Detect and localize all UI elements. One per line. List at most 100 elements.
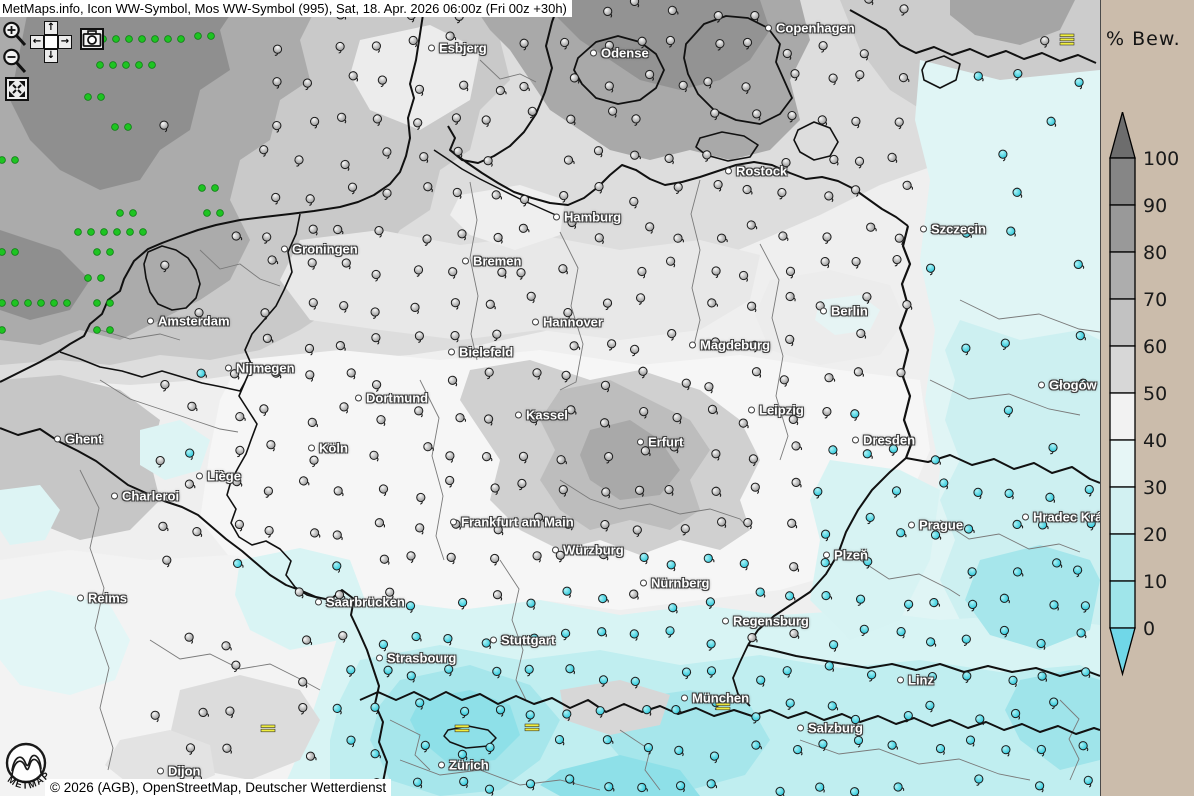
- weather-symbol: [490, 483, 500, 496]
- weather-map[interactable]: Esbjerg Odense Copenhagen Rostock Szczecin Ha…: [0, 0, 1100, 796]
- country-border: [143, 245, 201, 311]
- zoom-in-button[interactable]: [2, 20, 28, 48]
- weather-symbol: [930, 455, 941, 465]
- weather-symbol: [385, 587, 395, 599]
- shading-region: [0, 230, 90, 320]
- fog-icon: [260, 728, 276, 733]
- weather-symbol: [716, 517, 727, 529]
- weather-symbol: [1046, 116, 1057, 128]
- weather-symbol: [775, 786, 785, 796]
- drizzle-dot: [100, 228, 108, 236]
- weather-symbol: [600, 519, 610, 532]
- weather-symbol: [893, 782, 905, 792]
- weather-symbol: [419, 152, 429, 164]
- country-border: [0, 427, 331, 601]
- screenshot-button[interactable]: [80, 28, 104, 50]
- fog-icon: [454, 728, 470, 733]
- weather-symbol: [294, 587, 304, 599]
- weather-symbol: [259, 145, 269, 157]
- weather-symbol: [710, 108, 720, 121]
- weather-symbol: [1012, 187, 1023, 198]
- weather-symbol: [706, 779, 718, 789]
- weather-symbol: [302, 635, 313, 646]
- weather-symbol: [231, 231, 243, 241]
- drizzle-dot: [24, 299, 32, 307]
- drizzle-dot: [148, 61, 156, 69]
- weather-symbol: [160, 380, 170, 392]
- weather-symbol: [629, 629, 639, 641]
- weather-symbol: [532, 368, 542, 380]
- weather-symbol: [196, 368, 207, 378]
- weather-symbol: [713, 180, 723, 192]
- weather-symbol: [706, 666, 717, 678]
- weather-symbol: [961, 343, 971, 356]
- pan-down-button[interactable]: ↓: [44, 49, 58, 63]
- legend-unit-label: % Bew.: [1106, 28, 1181, 50]
- weather-symbol: [680, 524, 690, 536]
- drizzle-dot: [126, 228, 134, 236]
- weather-symbol: [340, 159, 350, 171]
- country-border: [921, 55, 961, 89]
- weather-symbol: [198, 707, 210, 718]
- weather-symbol: [820, 529, 831, 542]
- weather-symbol: [939, 478, 949, 490]
- zoom-out-button[interactable]: [2, 47, 28, 75]
- weather-symbol: [824, 191, 834, 203]
- weather-symbol: [929, 597, 941, 608]
- drizzle-dot: [111, 123, 119, 131]
- weather-symbol: [272, 44, 283, 56]
- weather-symbol: [333, 224, 344, 235]
- fog-icon: [715, 706, 731, 711]
- fog-icon: [715, 702, 731, 706]
- weather-symbol: [710, 337, 721, 349]
- pan-center-button[interactable]: [44, 35, 58, 49]
- weather-symbol: [828, 445, 838, 457]
- weather-symbol: [927, 671, 938, 684]
- weather-symbol: [260, 308, 270, 320]
- fog-icon: [260, 724, 276, 728]
- pan-left-button[interactable]: ←: [30, 35, 44, 49]
- drizzle-dot: [151, 35, 159, 43]
- weather-symbol: [184, 632, 194, 644]
- pan-pad: ↑ ← → ↓: [30, 21, 72, 63]
- weather-symbol: [703, 553, 715, 563]
- weather-symbol: [856, 328, 867, 339]
- weather-symbol: [222, 743, 232, 754]
- drizzle-dot: [0, 299, 6, 307]
- weather-symbol: [863, 556, 873, 569]
- weather-symbol: [706, 639, 716, 651]
- weather-symbol: [892, 255, 902, 267]
- weather-symbol: [607, 106, 618, 118]
- weather-symbol: [828, 73, 838, 86]
- scale-segment: [1109, 157, 1136, 206]
- weather-symbol: [664, 485, 674, 496]
- weather-symbol: [820, 257, 830, 269]
- weather-symbol: [930, 530, 942, 540]
- pan-up-button[interactable]: ↑: [44, 21, 58, 35]
- weather-symbol: [308, 298, 318, 310]
- weather-symbol: [267, 255, 279, 265]
- weather-symbol: [1006, 226, 1016, 237]
- weather-symbol: [566, 114, 576, 126]
- drizzle-dot: [139, 228, 147, 236]
- weather-symbol: [822, 407, 832, 419]
- shading-region: [350, 25, 480, 130]
- drizzle-dot: [0, 248, 6, 256]
- weather-symbol: [423, 182, 433, 193]
- fullscreen-button[interactable]: [5, 77, 29, 101]
- weather-symbol: [533, 512, 544, 523]
- weather-symbol: [601, 487, 611, 499]
- weather-symbol: [1004, 488, 1014, 500]
- weather-symbol: [406, 671, 416, 683]
- region-border: [499, 559, 527, 701]
- fog-icon: [1059, 37, 1075, 42]
- weather-map-canvas[interactable]: [0, 0, 1100, 796]
- weather-symbol: [187, 401, 198, 412]
- weather-symbol: [271, 368, 282, 379]
- country-border: [695, 131, 759, 162]
- pan-right-button[interactable]: →: [58, 35, 72, 49]
- weather-symbol: [777, 188, 787, 200]
- weather-symbol: [452, 187, 462, 200]
- weather-symbol: [603, 452, 614, 464]
